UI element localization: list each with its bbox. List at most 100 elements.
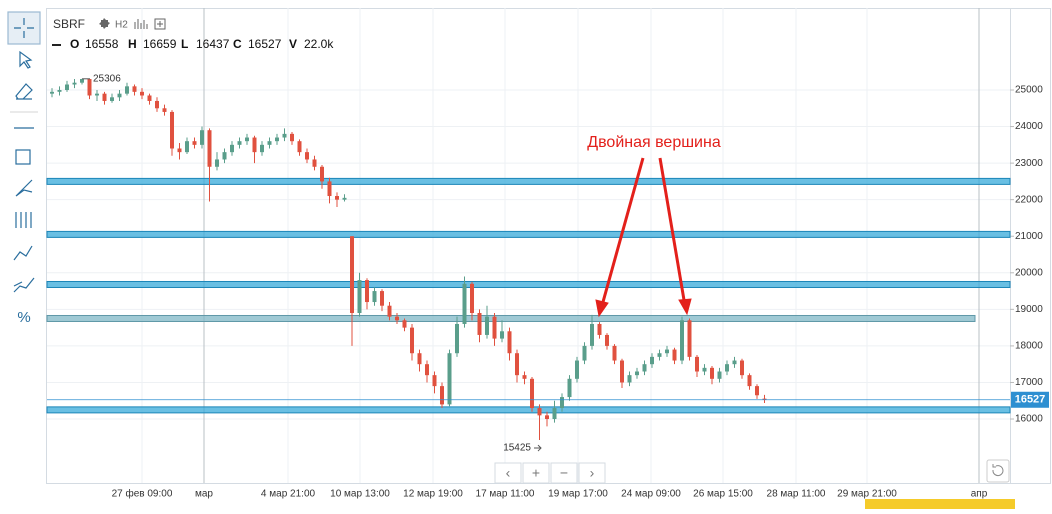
ohlc-legend: O 16558 H 16659 L 16437 C 16527 V 22.0k (70, 37, 334, 51)
compare-icon[interactable] (154, 18, 166, 30)
x-tick-label: 17 мар 11:00 (476, 489, 535, 500)
pointer-icon[interactable] (19, 50, 33, 69)
candle-body (320, 166, 324, 182)
x-tick-label: 26 мар 15:00 (693, 489, 753, 500)
candle-body (477, 313, 482, 335)
x-tick-label: 4 мар 21:00 (261, 489, 316, 500)
toolbar (7, 11, 41, 293)
cursor-tool[interactable] (7, 11, 41, 45)
candle-body (335, 196, 339, 200)
candle-body (485, 316, 489, 335)
candle-body (672, 349, 677, 361)
grid (47, 8, 1014, 483)
candle-body (552, 408, 557, 420)
candle-body (237, 141, 242, 145)
candle-body (245, 137, 249, 142)
candle-body (350, 236, 354, 314)
chart-type-icon[interactable] (134, 19, 148, 29)
candle-body (230, 144, 234, 153)
candle-body (620, 360, 624, 383)
candle-body (635, 371, 639, 376)
legend-field: L (181, 37, 188, 51)
candle-body (102, 93, 107, 101)
symbol: SBRF (53, 17, 85, 31)
y-tick-label: 18000 (1015, 341, 1043, 352)
y-tick-label: 17000 (1015, 377, 1043, 388)
candle-body (530, 378, 534, 409)
candle-body (650, 356, 654, 365)
candle-body (425, 364, 429, 376)
candle-body (192, 141, 197, 145)
candle-body (110, 97, 114, 101)
candle-body (462, 283, 467, 324)
trend-icon[interactable] (13, 277, 35, 293)
candle-body (267, 141, 272, 145)
candle-body (560, 397, 564, 409)
candle-body (87, 79, 92, 96)
candle-body (162, 108, 167, 112)
crosshair-icon (14, 18, 34, 38)
candle-body (455, 323, 459, 354)
navigation: ‹ + − › (494, 462, 606, 484)
candle-body (740, 360, 744, 376)
last-price-box (1011, 391, 1049, 408)
candle-body (447, 353, 452, 405)
candles (50, 78, 767, 441)
x-tick-label: 28 мар 11:00 (767, 489, 826, 500)
legend-field: V (289, 37, 297, 51)
x-tick-label: 19 мар 17:00 (548, 489, 608, 500)
rect-icon[interactable] (15, 149, 31, 165)
nav-button-label: ‹ (506, 465, 511, 481)
level-band (46, 280, 1011, 288)
candle-body (147, 95, 152, 101)
annotation-arrows (595, 157, 692, 318)
candle-body (95, 93, 99, 96)
x-tick-label: 10 мар 13:00 (330, 489, 390, 500)
legend-value: 16437 (196, 37, 230, 51)
candle-body (312, 159, 317, 167)
last-price-label: 16527 (1015, 394, 1046, 406)
low-marker (534, 444, 542, 452)
candle-body (132, 86, 137, 92)
nav-button[interactable] (578, 462, 606, 484)
y-tick-label: 16000 (1015, 414, 1043, 425)
candle-body (432, 375, 437, 387)
legend-value: 16659 (143, 37, 177, 51)
lines-icon[interactable] (15, 212, 32, 228)
interval[interactable]: H2 (115, 20, 128, 31)
candle-body (305, 152, 309, 160)
nav-button[interactable] (550, 462, 578, 484)
candle-body (402, 320, 407, 328)
candle-body (410, 327, 414, 354)
candle-body (252, 137, 257, 153)
candle-body (612, 345, 617, 361)
candle-body (665, 349, 669, 354)
y-tick-label: 25000 (1015, 85, 1043, 96)
high-label: 25306 (93, 73, 121, 84)
reset-button[interactable] (986, 459, 1010, 483)
nav-button[interactable] (522, 462, 550, 484)
eraser-icon[interactable] (15, 83, 33, 100)
x-tick-label: апр (971, 489, 988, 500)
settings-icon[interactable] (99, 18, 110, 29)
candle-body (605, 334, 609, 346)
candle-body (290, 133, 294, 142)
candle-body (657, 353, 662, 357)
status-bar[interactable] (865, 499, 1015, 509)
level-band (46, 230, 1011, 238)
y-tick-label: 21000 (1015, 231, 1043, 242)
candle-body (170, 111, 174, 149)
pattern-icon[interactable] (13, 245, 33, 261)
candle-body (215, 159, 219, 167)
candle-body (185, 141, 189, 153)
candle-body (57, 89, 62, 92)
candle-body (140, 91, 144, 96)
fan-icon[interactable] (15, 179, 33, 197)
nav-button[interactable] (494, 462, 522, 484)
nav-button-label: + (532, 465, 540, 481)
percent-tool[interactable]: % (17, 309, 30, 326)
candle-body (507, 331, 512, 354)
legend-field: C (233, 37, 242, 51)
candle-body (597, 323, 602, 335)
